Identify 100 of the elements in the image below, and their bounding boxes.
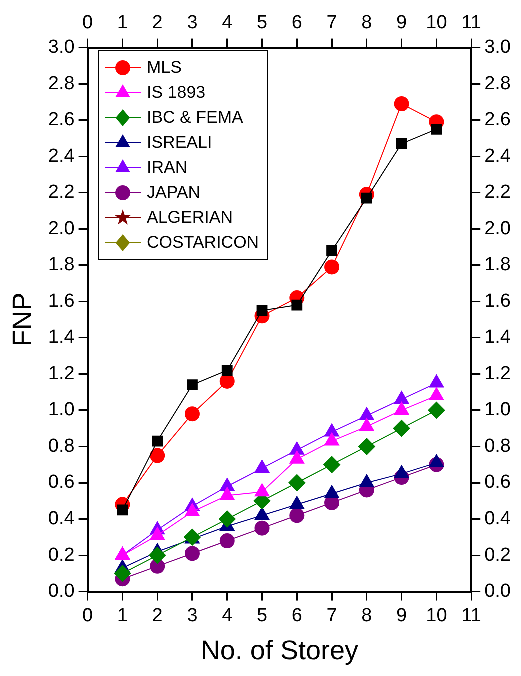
point xyxy=(114,565,132,582)
y2-tick-label: 0.4 xyxy=(484,508,512,530)
y2-tick-label: 1.8 xyxy=(484,254,512,276)
x-tick-label: 2 xyxy=(152,605,163,626)
y2-tick-label: 1.0 xyxy=(484,400,512,421)
point xyxy=(359,474,374,488)
x2-tick-label: 5 xyxy=(256,12,268,34)
point xyxy=(393,420,410,438)
legend-label: JAPAN xyxy=(147,182,201,202)
y-tick-label: 0.2 xyxy=(48,544,75,566)
x2-tick-label: 2 xyxy=(152,12,163,34)
point xyxy=(394,465,410,478)
legend-label: IS 1893 xyxy=(147,82,206,102)
x2-tick-label: 6 xyxy=(292,12,302,34)
point xyxy=(222,365,233,376)
legend-label: IBC & FEMA xyxy=(147,108,244,128)
y2-tick-label: 0.0 xyxy=(484,581,512,602)
point xyxy=(152,436,164,447)
point xyxy=(288,474,306,492)
point xyxy=(396,138,408,150)
point xyxy=(326,245,338,256)
point xyxy=(150,527,166,540)
y-tick-label: 1.4 xyxy=(48,327,76,348)
x2-tick-label: 8 xyxy=(362,12,372,34)
point xyxy=(324,432,340,446)
point xyxy=(220,534,235,549)
point xyxy=(187,380,198,391)
point xyxy=(290,450,305,464)
y-tick-label: 0.6 xyxy=(48,472,75,494)
x2-tick-label: 9 xyxy=(396,12,408,34)
point xyxy=(254,460,270,473)
y-tick-label: 0.4 xyxy=(48,508,76,530)
y2-tick-label: 2.4 xyxy=(484,146,512,167)
x-tick-label: 0 xyxy=(82,605,94,626)
legend-label: COSTARICON xyxy=(147,232,260,252)
y-tick-label: 3.0 xyxy=(48,37,75,58)
y2-tick-label: 2.0 xyxy=(484,218,512,240)
point xyxy=(358,438,376,456)
x-tick-label: 10 xyxy=(426,605,448,626)
x-tick-label: 1 xyxy=(117,605,128,626)
x-tick-label: 8 xyxy=(362,605,372,626)
y2-tick-label: 2.6 xyxy=(484,110,512,131)
point xyxy=(184,546,200,562)
point xyxy=(429,374,444,388)
y-tick-label: 2.2 xyxy=(48,182,75,204)
y2-tick-label: 0.8 xyxy=(484,436,512,457)
point xyxy=(359,407,374,420)
y-tick-label: 2.8 xyxy=(48,73,75,94)
x2-tick-label: 3 xyxy=(187,12,198,34)
point xyxy=(359,418,374,432)
x2-tick-label: 0 xyxy=(82,12,94,34)
x2-tick-label: 10 xyxy=(426,12,448,34)
point xyxy=(149,547,166,564)
y2-tick-label: 0.6 xyxy=(484,472,512,494)
y-tick-label: 2.0 xyxy=(48,218,75,240)
x-tick-label: 3 xyxy=(187,605,198,626)
y2-tick-label: 1.4 xyxy=(484,327,512,348)
point xyxy=(324,456,341,474)
x-tick-label: 6 xyxy=(292,605,302,626)
x-tick-label: 7 xyxy=(326,605,338,626)
x2-tick-label: 7 xyxy=(326,12,338,34)
point xyxy=(220,487,235,500)
point xyxy=(218,510,236,528)
y-axis-title: FNP xyxy=(8,292,38,347)
y2-tick-label: 2.8 xyxy=(484,73,512,94)
point xyxy=(428,402,446,419)
y2-tick-label: 3.0 xyxy=(484,37,512,58)
point xyxy=(254,484,270,497)
y2-tick-label: 1.2 xyxy=(484,363,512,384)
x-tick-label: 4 xyxy=(222,605,234,626)
point xyxy=(254,507,270,520)
y-tick-label: 0.8 xyxy=(48,436,75,457)
y-tick-label: 1.8 xyxy=(48,254,75,276)
y2-tick-label: 1.6 xyxy=(484,290,512,312)
legend-label: IRAN xyxy=(147,158,188,178)
point xyxy=(292,300,303,311)
point xyxy=(324,485,340,498)
x2-tick-label: 11 xyxy=(462,12,482,34)
point xyxy=(185,504,200,517)
point xyxy=(117,504,128,516)
point xyxy=(290,508,305,524)
point xyxy=(394,96,410,112)
y2-tick-label: 2.2 xyxy=(484,182,512,204)
x2-tick-label: 1 xyxy=(117,12,128,34)
y2-tick-label: 0.2 xyxy=(484,544,512,566)
x-tick-label: 11 xyxy=(462,605,482,626)
point xyxy=(290,496,305,510)
x-tick-label: 9 xyxy=(396,605,408,626)
y-tick-label: 1.6 xyxy=(48,290,75,312)
x2-tick-label: 4 xyxy=(222,12,234,34)
legend-label: ISREALI xyxy=(147,132,212,152)
y-tick-label: 1.0 xyxy=(48,400,75,421)
legend-label: ALGERIAN xyxy=(147,208,233,228)
point xyxy=(254,520,270,536)
x-axis-title: No. of Storey xyxy=(200,635,359,666)
y-tick-label: 0.0 xyxy=(48,581,75,602)
point xyxy=(324,260,340,275)
x-tick-label: 5 xyxy=(256,605,268,626)
legend-label: MLS xyxy=(147,58,182,78)
y-tick-label: 1.2 xyxy=(48,363,75,384)
